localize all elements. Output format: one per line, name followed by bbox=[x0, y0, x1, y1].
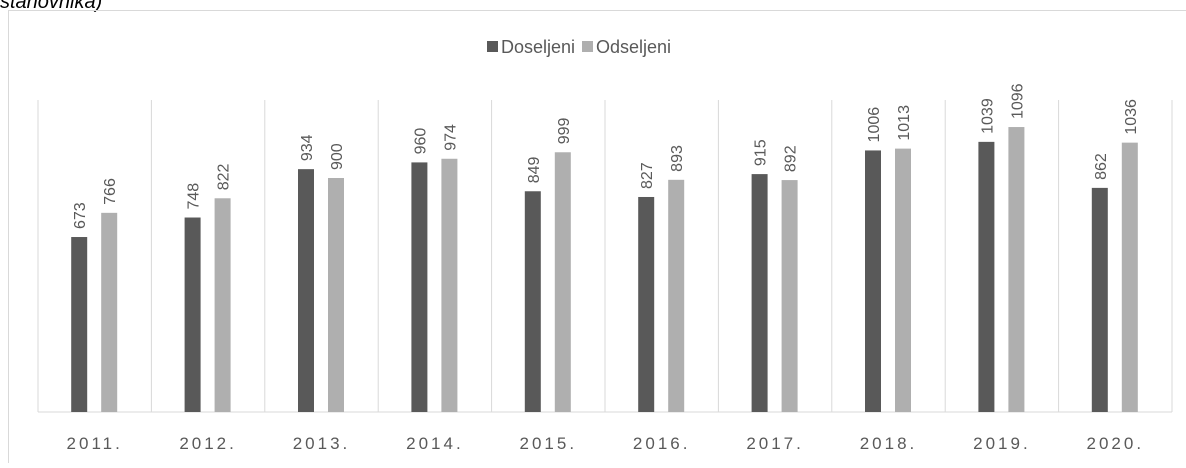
value-label: 892 bbox=[783, 145, 800, 172]
legend-label: Odseljeni bbox=[596, 37, 671, 57]
value-label: 1096 bbox=[1009, 83, 1026, 119]
bar bbox=[215, 198, 231, 412]
value-label: 960 bbox=[412, 128, 429, 155]
bar bbox=[638, 197, 654, 412]
bar bbox=[411, 162, 427, 412]
bar bbox=[752, 174, 768, 412]
value-label: 893 bbox=[669, 145, 686, 172]
bar bbox=[298, 169, 314, 412]
value-label: 827 bbox=[639, 162, 656, 189]
bar bbox=[782, 180, 798, 412]
value-label: 934 bbox=[299, 134, 316, 161]
x-tick-label: 2019. bbox=[973, 434, 1031, 453]
legend-swatch bbox=[582, 41, 593, 52]
bar bbox=[895, 149, 911, 412]
x-tick-label: 2014. bbox=[406, 434, 464, 453]
x-tick-label: 2011. bbox=[67, 434, 123, 453]
value-label: 849 bbox=[526, 156, 543, 183]
value-label: 915 bbox=[753, 139, 770, 166]
value-label: 748 bbox=[186, 183, 203, 210]
bar bbox=[555, 152, 571, 412]
bar bbox=[1122, 143, 1138, 412]
x-tick-label: 2018. bbox=[860, 434, 918, 453]
value-label: 1006 bbox=[866, 107, 883, 143]
value-label: 999 bbox=[556, 117, 573, 144]
x-tick-label: 2017. bbox=[746, 434, 804, 453]
bar bbox=[1008, 127, 1024, 412]
value-label: 1039 bbox=[979, 98, 996, 134]
value-label: 1013 bbox=[896, 105, 913, 141]
bar bbox=[441, 159, 457, 412]
bar bbox=[865, 150, 881, 412]
value-label: 862 bbox=[1093, 153, 1110, 180]
legend-swatch bbox=[487, 41, 498, 52]
bar bbox=[978, 142, 994, 412]
caption: stanovnika) bbox=[0, 0, 102, 13]
bar bbox=[328, 178, 344, 412]
value-label: 1036 bbox=[1123, 99, 1140, 135]
value-label: 766 bbox=[102, 178, 119, 205]
x-tick-label: 2020. bbox=[1087, 434, 1145, 453]
value-label: 900 bbox=[329, 143, 346, 170]
legend-label: Doseljeni bbox=[501, 37, 575, 57]
bar bbox=[71, 237, 87, 412]
x-tick-label: 2012. bbox=[179, 434, 237, 453]
x-tick-label: 2015. bbox=[520, 434, 578, 453]
bar bbox=[101, 213, 117, 412]
value-label: 673 bbox=[72, 202, 89, 229]
bar bbox=[668, 180, 684, 412]
value-label: 822 bbox=[216, 163, 233, 190]
x-tick-label: 2016. bbox=[633, 434, 691, 453]
x-tick-label: 2013. bbox=[293, 434, 351, 453]
value-label: 974 bbox=[442, 124, 459, 151]
bar bbox=[1092, 188, 1108, 412]
bar bbox=[525, 191, 541, 412]
bar bbox=[185, 218, 201, 412]
